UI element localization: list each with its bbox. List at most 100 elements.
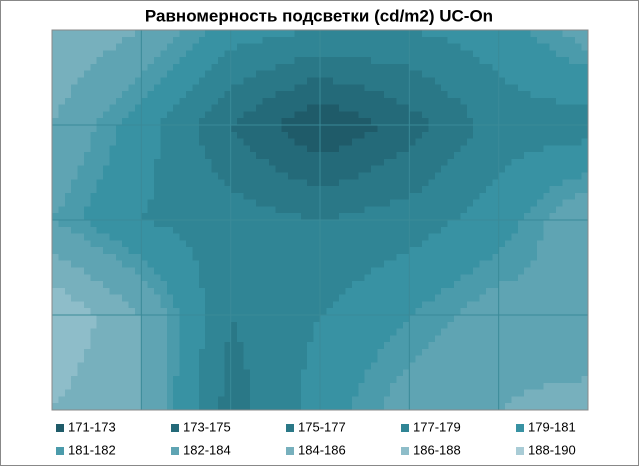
contour-patch (434, 131, 442, 139)
contour-patch (473, 104, 480, 112)
contour-patch (230, 172, 238, 180)
contour-patch (320, 403, 327, 411)
contour-cell (230, 125, 321, 221)
contour-patch (543, 382, 551, 391)
contour-patch (422, 260, 429, 268)
contour-patch (262, 165, 270, 173)
contour-patch (122, 43, 129, 51)
contour-patch (377, 342, 385, 350)
contour-patch (268, 220, 276, 228)
contour-patch (186, 50, 193, 58)
contour-patch (517, 335, 525, 343)
contour-patch (562, 70, 570, 78)
contour-patch (479, 84, 487, 92)
contour-patch (320, 335, 327, 343)
contour-patch (581, 247, 589, 255)
contour-patch (294, 382, 302, 391)
contour-patch (568, 179, 576, 187)
contour-patch (326, 220, 334, 228)
contour-patch (485, 165, 493, 173)
contour-patch (485, 192, 493, 201)
contour-patch (173, 43, 181, 51)
contour-patch (134, 294, 142, 302)
contour-patch (96, 165, 104, 173)
contour-patch (326, 260, 334, 268)
contour-patch (428, 77, 436, 85)
contour-patch (192, 274, 200, 282)
contour-patch (307, 63, 315, 72)
contour-patch (249, 335, 257, 343)
contour-patch (511, 63, 519, 72)
contour-patch (294, 240, 302, 248)
contour-patch (262, 382, 270, 391)
contour-patch (358, 308, 366, 316)
contour-patch (364, 179, 372, 187)
contour-patch (103, 179, 110, 187)
contour-patch (275, 355, 283, 363)
contour-patch (351, 335, 359, 343)
contour-patch (192, 179, 200, 187)
contour-patch (492, 206, 500, 214)
contour-patch (454, 165, 461, 173)
contour-patch (103, 104, 110, 112)
contour-patch (466, 348, 474, 357)
contour-patch (498, 382, 506, 391)
contour-patch (281, 172, 289, 180)
contour-patch (473, 355, 480, 363)
contour-patch (115, 145, 123, 153)
contour-patch (536, 97, 544, 106)
contour-patch (326, 240, 334, 248)
contour-patch (549, 355, 557, 363)
contour-patch (402, 158, 410, 167)
contour-patch (460, 328, 468, 336)
contour-patch (575, 84, 583, 92)
contour-patch (58, 382, 66, 391)
contour-patch (524, 104, 531, 112)
contour-patch (339, 376, 346, 384)
contour-patch (141, 287, 149, 296)
contour-patch (332, 172, 340, 180)
contour-patch (377, 97, 385, 106)
contour-patch (396, 382, 404, 391)
contour-patch (511, 247, 519, 255)
contour-patch (103, 206, 110, 214)
contour-patch (581, 362, 589, 370)
contour-patch (313, 179, 321, 187)
contour-patch (575, 91, 583, 99)
contour-patch (530, 145, 538, 153)
contour-patch (230, 281, 238, 289)
contour-patch (103, 389, 110, 397)
contour-patch (268, 43, 276, 51)
contour-patch (275, 111, 283, 119)
contour-patch (492, 226, 500, 234)
contour-patch (415, 131, 423, 139)
contour-patch (339, 274, 346, 282)
legend-label: 171-173 (68, 419, 116, 434)
contour-patch (479, 335, 487, 343)
contour-patch (409, 165, 417, 173)
contour-patch (536, 247, 544, 255)
contour-patch (173, 389, 181, 397)
contour-patch (217, 179, 225, 187)
contour-patch (281, 57, 289, 65)
contour-patch (154, 199, 161, 207)
contour-patch (243, 179, 251, 187)
contour-patch (326, 206, 334, 214)
contour-patch (339, 138, 346, 146)
contour-patch (492, 287, 500, 296)
contour-patch (549, 281, 557, 289)
contour-patch (109, 63, 117, 72)
contour-patch (115, 138, 123, 146)
contour-patch (230, 348, 238, 357)
contour-patch (275, 152, 283, 160)
contour-patch (339, 287, 346, 296)
contour-patch (230, 287, 238, 296)
contour-patch (415, 233, 423, 241)
contour-patch (300, 315, 308, 323)
contour-patch (141, 104, 149, 112)
contour-patch (109, 308, 117, 316)
contour-patch (186, 328, 193, 336)
contour-patch (211, 111, 219, 119)
contour-patch (154, 342, 161, 350)
contour-patch (256, 226, 263, 234)
